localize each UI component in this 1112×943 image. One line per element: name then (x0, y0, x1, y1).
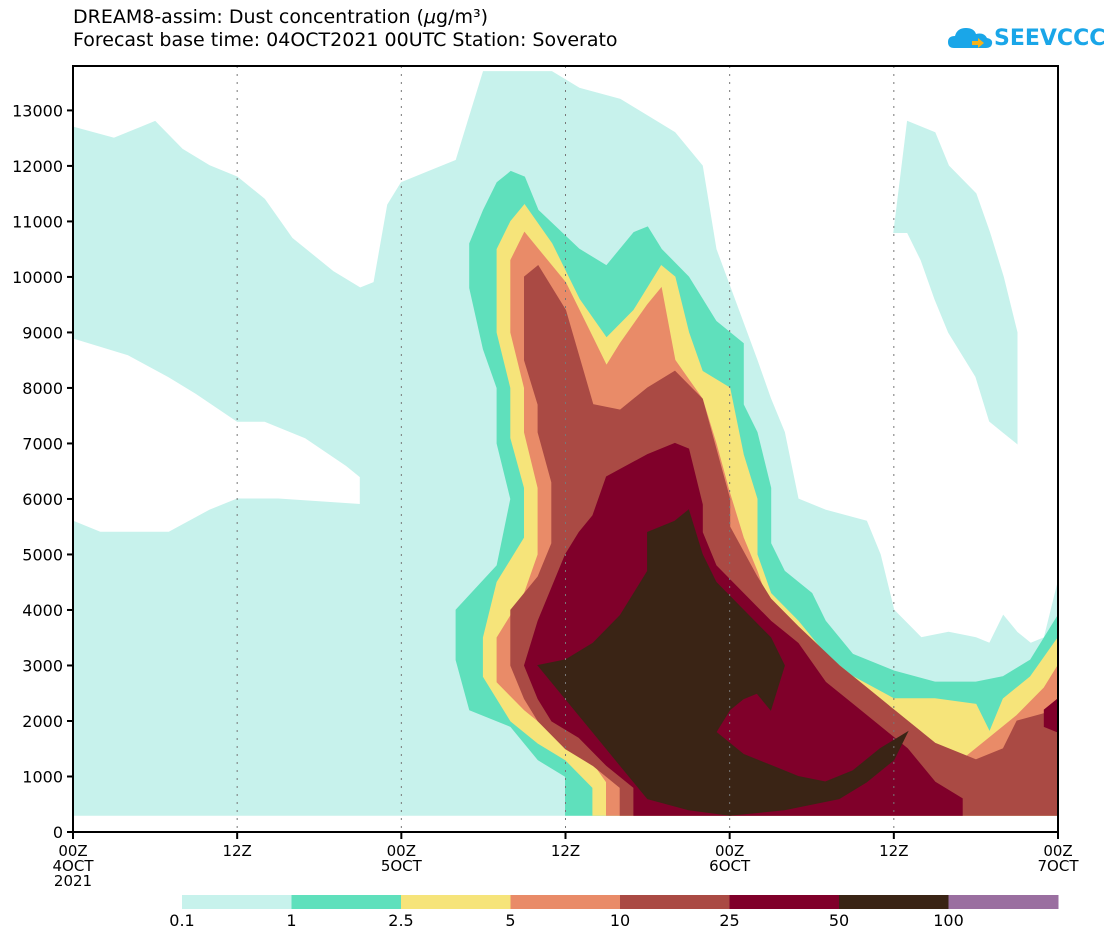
colorbar-label: 25 (719, 911, 740, 930)
colorbar-swatch (948, 895, 1059, 909)
x-tick-label: 00Z (1043, 842, 1072, 860)
x-tick-label: 12Z (551, 842, 580, 860)
y-tick-label: 0 (53, 823, 63, 842)
y-tick-label: 9000 (22, 323, 63, 342)
x-tick-label: 4OCT (53, 857, 95, 875)
colorbar-label: 10 (609, 911, 631, 930)
y-tick-label: 12000 (12, 157, 63, 176)
colorbar-swatch (620, 895, 730, 909)
y-tick-label: 6000 (22, 490, 63, 509)
x-tick-label: 00Z (715, 842, 744, 860)
colorbar-swatch (291, 895, 402, 909)
y-tick-label: 7000 (22, 434, 63, 453)
chart-subtitle: Forecast base time: 04OCT2021 00UTC Stat… (73, 29, 618, 51)
x-tick-label: 2021 (54, 872, 92, 890)
contour-25-region (1043, 698, 1058, 733)
cloud-logo-icon (948, 28, 993, 48)
colorbar-swatch (729, 895, 840, 909)
x-tick-label: 6OCT (709, 857, 751, 875)
y-tick-label: 5000 (22, 545, 63, 564)
y-tick-label: 10000 (12, 268, 63, 287)
colorbar-swatch (401, 895, 511, 909)
colorbar (182, 895, 1059, 909)
chart-title: DREAM8‑assim: Dust concentration (μg/m³) (73, 6, 489, 28)
contour-0_1-region (893, 120, 1018, 445)
colorbar-label: 100 (933, 911, 964, 930)
x-tick-label: 5OCT (381, 857, 423, 875)
colorbar-label: 1 (286, 911, 297, 930)
x-tick-label: 12Z (222, 842, 251, 860)
y-tick-label: 8000 (22, 379, 63, 398)
x-tick-label: 00Z (58, 842, 87, 860)
x-tick-label: 00Z (387, 842, 416, 860)
colorbar-label: 5 (505, 911, 516, 930)
colorbar-swatch (510, 895, 621, 909)
y-tick-label: 1000 (22, 767, 63, 786)
y-tick-label: 4000 (22, 601, 63, 620)
y-axis-ticks: 0 1000 2000 3000 4000 5000 6000 7000 8000 9000 100… (12, 101, 73, 842)
colorbar-label: 0.1 (169, 911, 195, 930)
y-tick-label: 11000 (12, 212, 63, 231)
colorbar-label: 2.5 (388, 911, 414, 930)
x-tick-label: 7OCT (1038, 857, 1080, 875)
colorbar-label: 50 (828, 911, 850, 930)
y-tick-label: 13000 (12, 101, 63, 120)
x-tick-label: 12Z (879, 842, 908, 860)
logo-text: SEEVCCC (994, 26, 1106, 51)
y-tick-label: 3000 (22, 656, 63, 675)
contour-50-region (537, 509, 909, 816)
colorbar-swatch (839, 895, 949, 909)
y-tick-label: 2000 (22, 712, 63, 731)
colorbar-swatch (182, 895, 292, 909)
seevccc-logo: SEEVCCC (946, 20, 1106, 56)
